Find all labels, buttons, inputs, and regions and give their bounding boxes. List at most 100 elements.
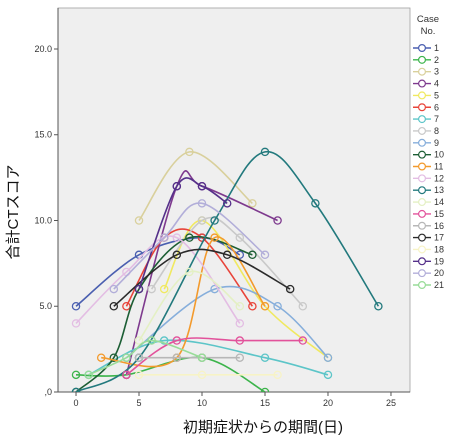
series-3	[134, 147, 257, 225]
series-line	[88, 339, 203, 376]
legend-swatch-marker	[418, 233, 427, 242]
y-axis-title: 合計CTスコア	[5, 165, 22, 260]
series-20	[109, 199, 270, 294]
data-point	[147, 336, 156, 345]
data-point	[134, 370, 144, 380]
legend-label: 15	[434, 209, 444, 219]
series-line	[75, 236, 241, 307]
legend-label: 9	[434, 138, 439, 148]
legend-item: 4	[413, 79, 439, 89]
x-tick-label: 5	[137, 398, 142, 408]
legend-label: 7	[434, 114, 439, 124]
legend-label: 19	[434, 256, 444, 266]
series-line	[125, 285, 329, 359]
legend-swatch-marker	[418, 281, 427, 290]
legend-label: 10	[434, 150, 444, 160]
series-12	[71, 233, 245, 328]
legend-swatch-marker	[418, 174, 427, 183]
legend-label: 18	[434, 244, 444, 254]
legend-swatch-marker	[418, 79, 427, 88]
data-point	[197, 181, 207, 191]
data-point	[172, 181, 182, 191]
data-point	[235, 233, 245, 242]
series-18	[134, 370, 282, 380]
series-21	[84, 336, 207, 380]
legend-item: 9	[413, 138, 439, 148]
data-point	[235, 319, 245, 328]
x-tick-label: 0	[74, 398, 79, 408]
data-point	[147, 284, 156, 294]
legend-label: 20	[434, 268, 444, 278]
data-point	[197, 370, 207, 380]
legend-item: 12	[413, 173, 444, 183]
legend-swatch-marker	[418, 162, 427, 171]
data-point	[273, 216, 282, 225]
legend-item: 15	[413, 209, 444, 219]
data-point	[248, 301, 257, 311]
data-point	[172, 353, 182, 362]
legend-item: 2	[413, 55, 439, 65]
data-point	[260, 250, 270, 260]
legend-title-line-1: Case	[417, 14, 439, 25]
x-tick-label: 15	[260, 398, 270, 408]
series-line	[75, 151, 380, 392]
data-point	[122, 353, 131, 362]
legend-swatch-marker	[418, 115, 427, 124]
data-point	[185, 233, 194, 242]
data-point	[210, 216, 219, 225]
legend-swatch-marker	[418, 186, 427, 195]
x-axis-title: 初期症状からの期間(日)	[183, 419, 343, 436]
data-point	[71, 301, 81, 311]
legend-swatch-marker	[418, 91, 427, 100]
data-point	[159, 233, 169, 242]
legend-label: 21	[434, 280, 444, 290]
data-point	[222, 250, 232, 260]
legend-label: 14	[434, 197, 444, 207]
legend-item: 19	[413, 256, 444, 266]
data-point	[134, 216, 144, 225]
legend-swatch-marker	[418, 138, 427, 147]
x-tick-label: 10	[197, 398, 207, 408]
data-point	[84, 370, 93, 380]
data-point	[323, 353, 333, 362]
data-point	[122, 370, 131, 380]
legend-label: 6	[434, 102, 439, 112]
legend-label: 17	[434, 233, 444, 243]
x-tick-label: 20	[323, 398, 333, 408]
legend-item: 10	[413, 150, 444, 160]
data-point	[172, 233, 182, 242]
series-line	[113, 202, 266, 290]
series-line	[88, 339, 329, 376]
legend-item: 3	[413, 67, 439, 77]
y-axis-ticks: ,0 5.0 10.0 15.0 20.0	[34, 44, 58, 397]
series-line	[125, 337, 303, 376]
data-point	[109, 301, 119, 311]
data-point	[273, 370, 282, 380]
series-line	[138, 151, 253, 221]
series-14	[134, 267, 245, 345]
data-point	[109, 284, 119, 294]
data-point	[134, 284, 144, 294]
data-point	[159, 284, 169, 294]
data-point	[96, 353, 106, 362]
legend-swatch-marker	[418, 198, 427, 207]
legend-item: 1	[413, 43, 439, 53]
y-tick-label: 15.0	[34, 130, 52, 140]
legend-item: 20	[413, 268, 444, 278]
data-point	[248, 199, 257, 208]
legend-label: 1	[434, 43, 439, 53]
legend-swatch-marker	[418, 257, 427, 266]
data-point	[122, 301, 131, 311]
y-tick-label: 10.0	[34, 215, 52, 225]
data-point	[109, 353, 119, 362]
data-point	[134, 353, 144, 362]
legend-label: 3	[434, 67, 439, 77]
x-axis-ticks: 0 5 10 15 20 25	[74, 392, 396, 408]
data-point	[260, 353, 270, 362]
data-point	[197, 216, 207, 225]
data-point	[159, 336, 169, 345]
data-point	[235, 336, 245, 345]
legend-swatch-marker	[418, 269, 427, 278]
legend-item: 16	[413, 221, 444, 231]
